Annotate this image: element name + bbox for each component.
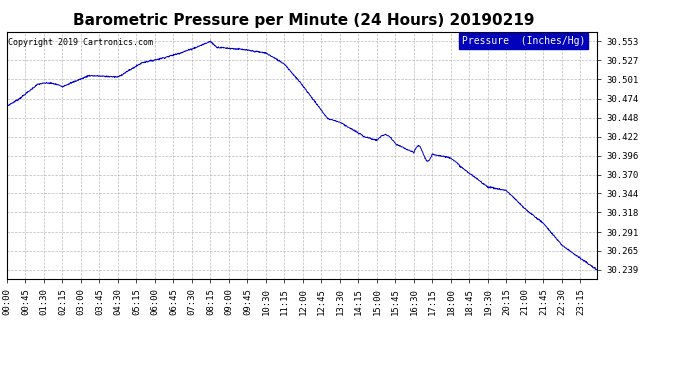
Text: Copyright 2019 Cartronics.com: Copyright 2019 Cartronics.com (8, 38, 153, 47)
Text: Pressure  (Inches/Hg): Pressure (Inches/Hg) (462, 36, 585, 46)
Text: Barometric Pressure per Minute (24 Hours) 20190219: Barometric Pressure per Minute (24 Hours… (73, 13, 534, 28)
